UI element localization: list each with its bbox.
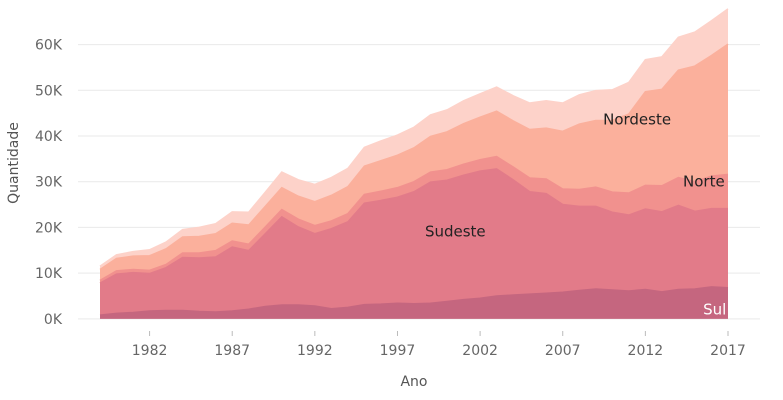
area-series (99, 8, 729, 319)
y-axis-ticks: 0K 10K 20K 30K 40K 50K 60K (35, 38, 63, 328)
region-label-sul: Sul (703, 301, 726, 319)
y-tick-label: 50K (35, 83, 63, 99)
y-tick-label: 0K (44, 312, 63, 328)
x-tick-label: 1992 (297, 343, 333, 359)
y-axis-title: Quantidade (6, 122, 22, 204)
x-tick-label: 1982 (132, 343, 168, 359)
area-sul[interactable] (100, 286, 728, 319)
x-tick-label: 2002 (462, 343, 498, 359)
x-tick-label: 2012 (628, 343, 664, 359)
y-tick-label: 20K (35, 220, 63, 236)
x-tick-label: 1997 (380, 343, 416, 359)
x-axis-title: Ano (400, 374, 427, 390)
region-labels: Nordeste Norte Sudeste Sul (425, 111, 726, 319)
area-series-5[interactable] (100, 8, 728, 270)
x-tick-label: 2007 (545, 343, 581, 359)
x-tick-label: 1987 (214, 343, 250, 359)
region-label-nordeste: Nordeste (603, 111, 671, 129)
y-tick-label: 10K (35, 266, 63, 282)
x-axis-ticks: 1982 1987 1992 1997 2002 2007 2012 2017 (132, 331, 746, 359)
area-nordeste[interactable] (100, 44, 728, 281)
y-tick-label: 30K (35, 175, 63, 191)
area-sudeste[interactable] (100, 168, 728, 316)
region-label-norte: Norte (683, 172, 725, 190)
area-edge-line (99, 8, 729, 267)
y-tick-label: 60K (35, 38, 63, 54)
area-edge-line (99, 168, 728, 284)
y-tick-label: 40K (35, 129, 63, 145)
area-edge-line (99, 155, 729, 282)
area-edge-line (99, 43, 729, 271)
region-label-sudeste: Sudeste (425, 223, 486, 241)
x-tick-label: 2017 (710, 343, 746, 359)
area-edge-line (99, 286, 729, 316)
